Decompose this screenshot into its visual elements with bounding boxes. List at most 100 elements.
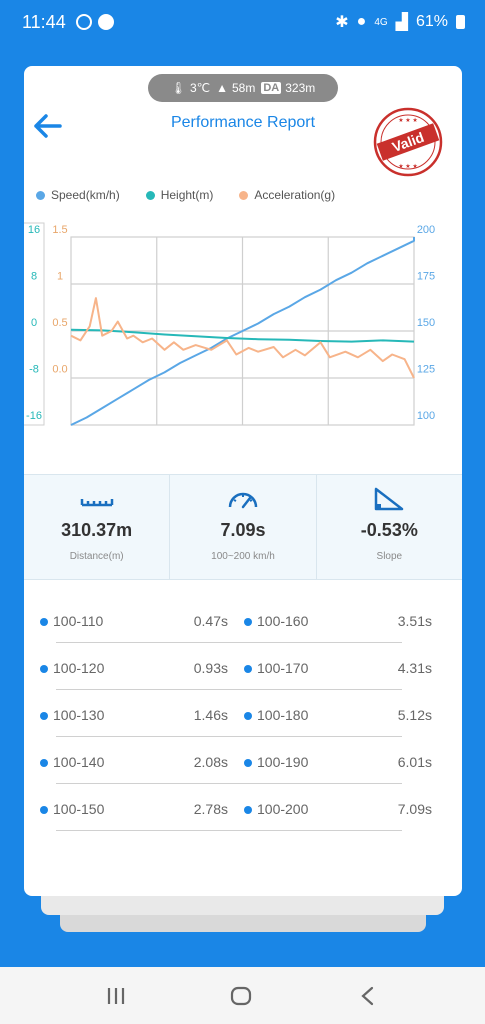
split-cell: 100-140 2.08s	[24, 750, 234, 770]
split-range: 100-150	[53, 801, 105, 817]
density-altitude-badge: DA	[261, 82, 282, 94]
speed-tick-label: 125	[417, 364, 435, 376]
legend-item-speed: Speed(km/h)	[36, 188, 120, 202]
split-row: 100-150 2.78s 100-200 7.09s	[24, 784, 462, 831]
split-time: 6.01s	[397, 754, 432, 770]
split-range: 100-140	[53, 754, 105, 770]
thermometer-icon: 🌡︎	[170, 81, 186, 95]
series-line-1	[70, 328, 415, 343]
bluetooth-icon: ✱	[335, 14, 349, 31]
card-shadow-middle	[41, 893, 444, 915]
battery-percent: 61%	[415, 13, 448, 30]
svg-text:★ ★ ★: ★ ★ ★	[398, 117, 417, 124]
card-shadow-back	[60, 910, 426, 932]
series-line-2	[70, 297, 415, 379]
distance-value: 310.37m	[61, 520, 133, 540]
navigation-bar	[0, 967, 485, 1024]
page-title: Performance Report	[170, 114, 316, 131]
bullet-dot	[244, 665, 252, 673]
valid-stamp: Valid ★ ★ ★ ★ ★ ★	[373, 107, 443, 177]
battery-icon	[456, 15, 465, 29]
legend-dot-height	[145, 190, 155, 200]
performance-card: 🌡︎ 3℃ ▲ 58m DA 323m Performance Report V…	[24, 66, 462, 896]
mountain-icon: ▲	[216, 81, 228, 95]
stats-panel: 310.37m Distance(m) 7.09s 100~200 km/h -…	[24, 474, 462, 580]
signal-icon: ▟	[395, 14, 408, 31]
status-bar: 11:44 ✱ ● 4G ▟ 61%	[0, 0, 485, 44]
height-tick-label: -16	[26, 410, 42, 422]
distance-label: Distance(m)	[69, 551, 124, 562]
split-range: 100-110	[53, 613, 104, 629]
do-not-disturb-icon	[76, 14, 92, 30]
chart-legend: Speed(km/h) Height(m) Acceleration(g)	[36, 188, 456, 202]
split-cell: 100-160 3.51s	[228, 609, 438, 629]
location-icon: ●	[356, 13, 367, 30]
split-time: 0.93s	[193, 660, 228, 676]
series-line-0	[70, 237, 415, 426]
split-time: 2.08s	[193, 754, 228, 770]
split-range: 100-160	[257, 613, 309, 629]
split-time: 2.78s	[193, 801, 228, 817]
speed-tick-label: 150	[417, 317, 435, 329]
height-axis-frame	[24, 222, 45, 426]
speed-tick-label: 175	[417, 271, 435, 283]
split-time: 7.09s	[397, 801, 432, 817]
slope-value: -0.53%	[360, 520, 418, 540]
speed-tick-label: 100	[417, 410, 435, 422]
split-range: 100-130	[53, 707, 105, 723]
height-tick-label: -8	[29, 364, 39, 376]
svg-text:★ ★ ★: ★ ★ ★	[398, 163, 417, 170]
row-divider	[56, 783, 402, 784]
accel-tick-label: 1.5	[52, 224, 67, 236]
ruler-icon	[80, 499, 113, 507]
stat-time: 7.09s 100~200 km/h	[170, 475, 317, 579]
split-cell: 100-180 5.12s	[228, 703, 438, 723]
altitude-value: 58m	[232, 81, 256, 95]
performance-chart: 16 8 0 -8 -16 1.5 1 0.5 0.0 200 175 150 125 100	[24, 222, 435, 426]
bullet-dot	[40, 665, 48, 673]
speed-tick-label: 200	[417, 224, 435, 236]
split-time: 1.46s	[193, 707, 228, 723]
legend-label-height: Height(m)	[160, 188, 214, 202]
bullet-dot	[244, 759, 252, 767]
legend-dot-acceleration	[239, 190, 249, 200]
time-value: 7.09s	[220, 520, 266, 540]
split-time: 5.12s	[397, 707, 432, 723]
info-icon	[98, 14, 114, 30]
home-icon[interactable]	[229, 985, 253, 1007]
bullet-dot	[244, 806, 252, 814]
time-label: 100~200 km/h	[211, 551, 275, 562]
bullet-dot	[244, 618, 252, 626]
split-time: 0.47s	[193, 613, 228, 629]
legend-item-height: Height(m)	[145, 188, 214, 202]
slope-icon	[375, 487, 404, 511]
split-cell: 100-110 0.47s	[24, 609, 234, 629]
row-divider	[56, 736, 402, 737]
split-times-list: 100-110 0.47s 100-160 3.51s 100-120 0.93…	[24, 596, 462, 831]
temperature-value: 3℃	[189, 81, 211, 95]
legend-dot-speed	[36, 190, 45, 200]
split-cell: 100-170 4.31s	[228, 656, 438, 676]
height-tick-label: 0	[31, 317, 37, 329]
split-time: 3.51s	[397, 613, 432, 629]
bullet-dot	[40, 618, 48, 626]
accel-tick-label: 1	[57, 271, 63, 283]
split-range: 100-190	[257, 754, 309, 770]
split-row: 100-140 2.08s 100-190 6.01s	[24, 737, 462, 784]
accel-tick-label: 0.0	[52, 364, 67, 376]
split-cell: 100-150 2.78s	[24, 797, 234, 817]
split-cell: 100-120 0.93s	[24, 656, 234, 676]
row-divider	[56, 642, 402, 643]
slope-label: Slope	[376, 551, 403, 562]
height-tick-label: 16	[28, 224, 40, 236]
back-arrow-icon[interactable]	[32, 112, 64, 140]
bullet-dot	[244, 712, 252, 720]
bullet-dot	[40, 712, 48, 720]
stat-slope: -0.53% Slope	[317, 475, 462, 579]
back-icon[interactable]	[356, 985, 380, 1007]
recent-apps-icon[interactable]	[104, 985, 128, 1007]
height-tick-label: 8	[31, 271, 37, 283]
split-time: 4.31s	[397, 660, 432, 676]
split-cell: 100-130 1.46s	[24, 703, 234, 723]
network-label: 4G	[374, 16, 388, 28]
